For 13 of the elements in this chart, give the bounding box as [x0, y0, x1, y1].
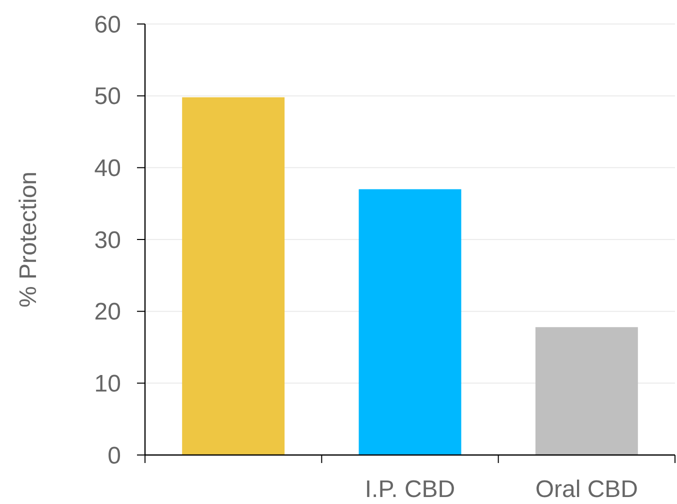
x-tick-label: Oral CBD [535, 476, 638, 503]
y-tick-label: 50 [94, 83, 121, 110]
bar [182, 97, 285, 455]
y-tick-label: 0 [108, 442, 121, 470]
y-axis-title: % Protection [15, 171, 42, 308]
bar [535, 327, 638, 455]
x-tick-label: I.P. CBD [364, 476, 456, 503]
bar [358, 189, 462, 455]
y-tick-label: 20 [94, 298, 121, 326]
y-tick-label: 30 [94, 226, 121, 254]
y-tick-label: 40 [94, 155, 121, 182]
y-tick-label: 60 [94, 11, 121, 38]
y-tick-label: 10 [94, 370, 121, 398]
